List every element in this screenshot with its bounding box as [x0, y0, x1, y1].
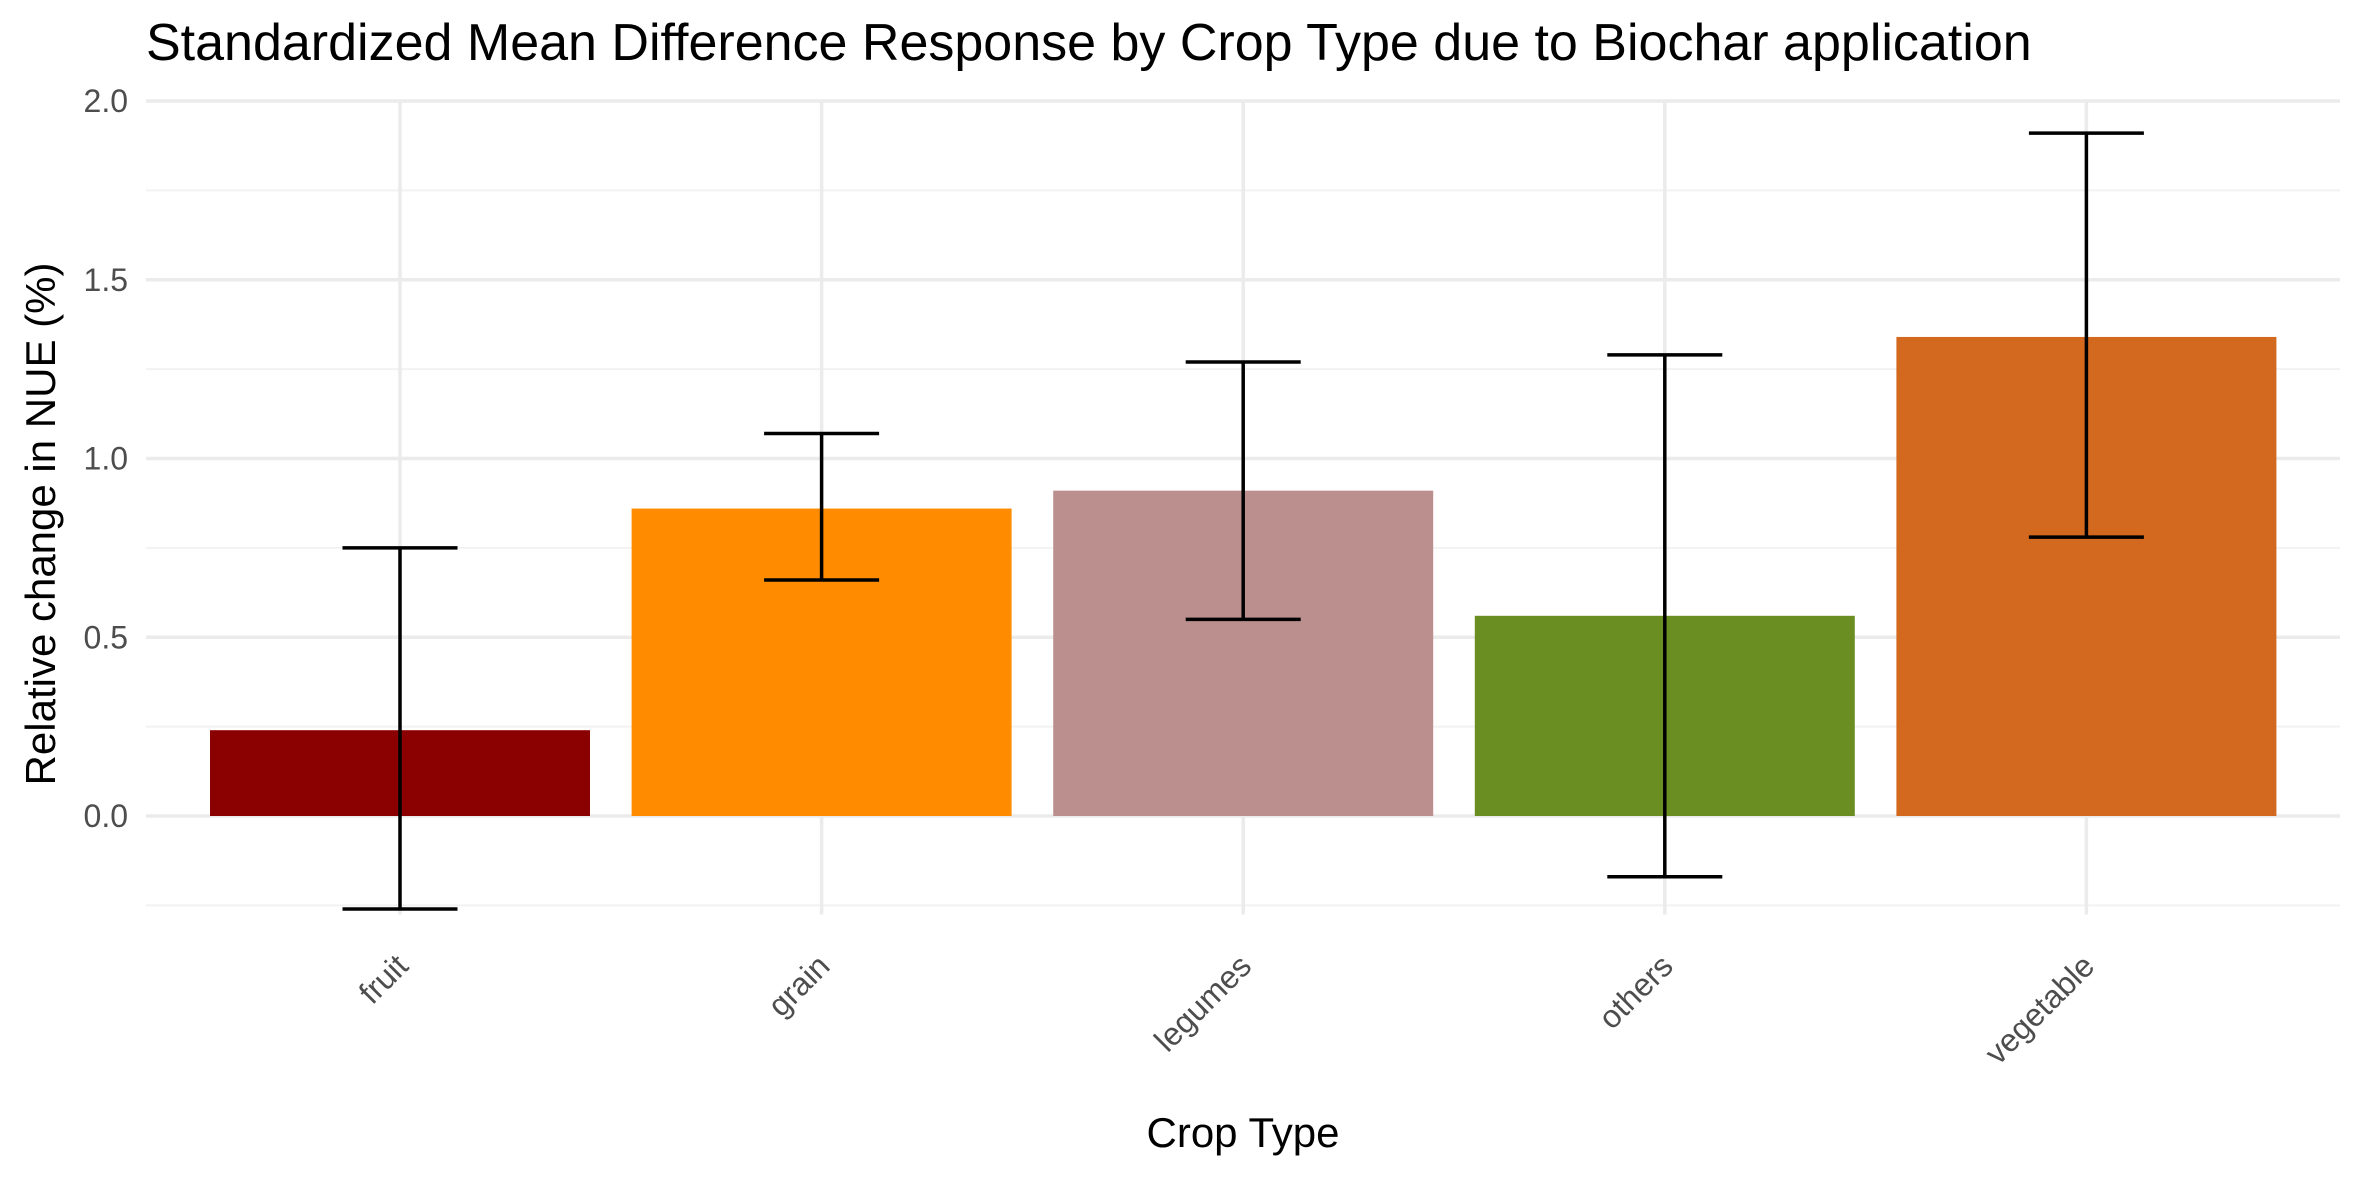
y-tick-label: 2.0: [84, 83, 128, 119]
y-tick-label: 1.0: [84, 441, 128, 477]
error-bar-others: [1607, 353, 1723, 879]
y-axis-ticks: 0.0 0.5 1.0 1.5 2.0: [84, 83, 128, 834]
error-bar-fruit: [342, 546, 458, 911]
error-bars: [342, 131, 2144, 911]
error-bar-vegetable: [2028, 131, 2144, 539]
y-tick-label: 1.5: [84, 262, 128, 298]
error-bar-legumes: [1185, 360, 1301, 622]
y-tick-label: 0.5: [84, 619, 128, 655]
x-axis-title: Crop Type: [1147, 1109, 1340, 1156]
y-axis-title: Relative change in NUE (%): [17, 263, 64, 786]
error-bar-grain: [764, 431, 880, 582]
chart-title: Standardized Mean Difference Response by…: [146, 14, 2032, 72]
y-tick-label: 0.0: [84, 798, 128, 834]
